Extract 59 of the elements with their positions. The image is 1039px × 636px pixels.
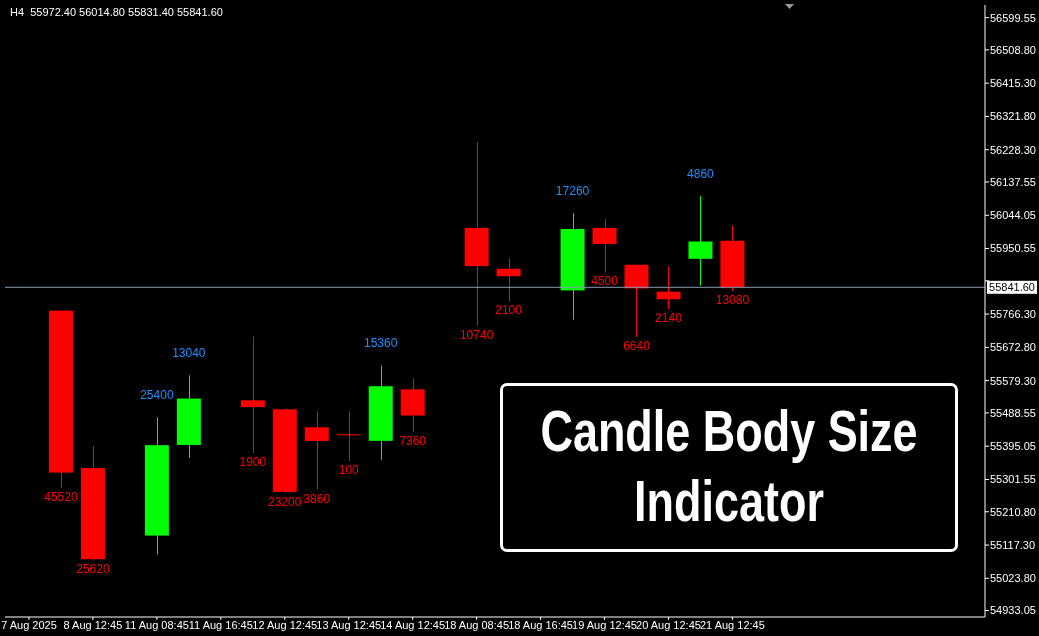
x-tick-label: 19 Aug 12:45 bbox=[572, 618, 637, 631]
text: 100 bbox=[338, 463, 359, 478]
text: 45520 bbox=[44, 490, 78, 505]
x-tick-label: 18 Aug 16:45 bbox=[508, 618, 573, 631]
x-tick-label: 20 Aug 12:45 bbox=[636, 618, 701, 631]
y-tick-label: 55023.80 bbox=[990, 572, 1036, 585]
y-tick-label: 56044.05 bbox=[990, 209, 1036, 222]
text: 10740 bbox=[459, 328, 494, 343]
candlestick bbox=[624, 264, 649, 338]
text: 3860 bbox=[303, 491, 331, 506]
candlestick bbox=[240, 336, 265, 454]
y-tick-label: 55950.55 bbox=[990, 242, 1036, 255]
x-tick-label: 8 Aug 12:45 bbox=[63, 618, 123, 631]
text: 13080 bbox=[715, 292, 750, 307]
text: 2100 bbox=[495, 303, 522, 318]
candlestick bbox=[592, 218, 617, 273]
text: 25620 bbox=[76, 562, 110, 577]
text: 4500 bbox=[591, 274, 618, 289]
y-tick-label: 55210.80 bbox=[990, 505, 1036, 518]
text: 7360 bbox=[399, 433, 427, 448]
candlestick bbox=[688, 195, 713, 287]
x-tick-label: 11 Aug 16:45 bbox=[188, 618, 253, 631]
y-tick-label: 55301.55 bbox=[990, 473, 1036, 486]
y-tick-label: 55672.80 bbox=[990, 341, 1036, 354]
ref-line-label: 55841.60 bbox=[989, 281, 1035, 294]
y-tick-label: 56599.55 bbox=[990, 11, 1036, 24]
candlestick bbox=[656, 266, 681, 310]
y-tick-label: 56321.80 bbox=[990, 110, 1036, 123]
y-tick-label: 55579.30 bbox=[990, 374, 1036, 387]
y-tick-label: 54933.05 bbox=[990, 604, 1036, 617]
text: 15360 bbox=[364, 336, 398, 351]
x-tick-label: 7 Aug 2025 bbox=[1, 618, 57, 631]
candlestick bbox=[496, 257, 521, 302]
text: 23200 bbox=[268, 494, 302, 509]
text: 2140 bbox=[655, 310, 682, 325]
text: 13040 bbox=[172, 346, 206, 361]
x-tick-label: 12 Aug 12:45 bbox=[252, 618, 318, 631]
chart-title: H4 55972.40 56014.80 55831.40 55841.60 bbox=[10, 5, 223, 19]
text: 1900 bbox=[239, 455, 267, 470]
y-tick-label: 55395.05 bbox=[990, 440, 1036, 453]
candlestick bbox=[304, 410, 329, 491]
y-tick-label: 55766.30 bbox=[990, 308, 1036, 320]
x-tick-label: 14 Aug 12:45 bbox=[380, 618, 446, 631]
y-tick-label: 56228.30 bbox=[990, 143, 1036, 156]
text: 17260 bbox=[555, 183, 590, 198]
text: 4860 bbox=[687, 167, 714, 181]
annotation: Candle Body Size Indicator bbox=[539, 397, 919, 535]
y-tick-label: 55117.30 bbox=[990, 538, 1036, 551]
text: 6640 bbox=[623, 338, 650, 353]
y-tick-label: 56508.80 bbox=[990, 43, 1036, 56]
y-tick-label: 56137.55 bbox=[990, 175, 1036, 188]
x-tick-label: 11 Aug 08:45 bbox=[124, 618, 189, 631]
x-tick-label: 21 Aug 12:45 bbox=[699, 618, 765, 631]
y-tick-label: 56415.30 bbox=[990, 77, 1036, 90]
y-tick-label: 55488.55 bbox=[990, 406, 1036, 419]
candlestick bbox=[336, 410, 361, 462]
text: 25400 bbox=[140, 388, 174, 403]
x-tick-label: 13 Aug 12:45 bbox=[316, 618, 382, 631]
x-tick-label: 18 Aug 08:45 bbox=[444, 618, 510, 631]
